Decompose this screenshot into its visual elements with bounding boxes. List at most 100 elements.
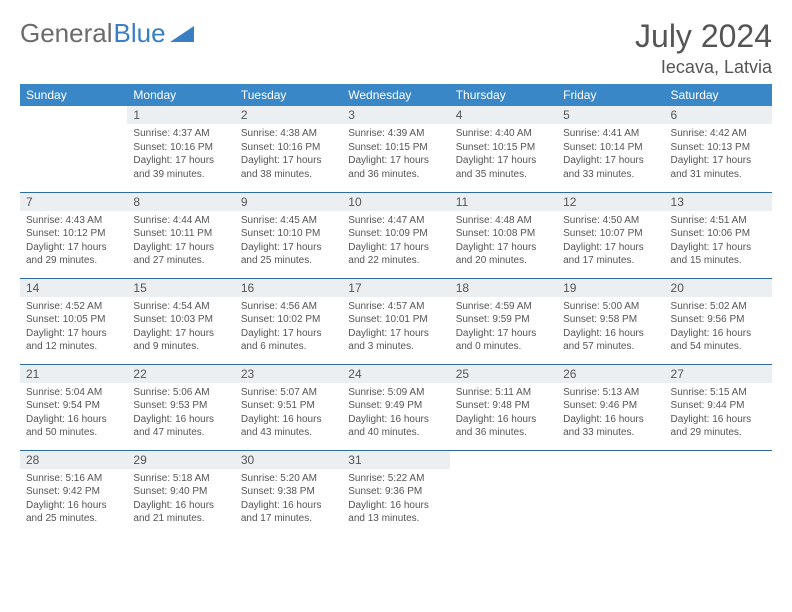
sunset-line: Sunset: 9:46 PM bbox=[563, 399, 658, 413]
day-cell: 29Sunrise: 5:18 AMSunset: 9:40 PMDayligh… bbox=[127, 450, 234, 536]
day-details: Sunrise: 4:40 AMSunset: 10:15 PMDaylight… bbox=[450, 124, 557, 183]
sunset-line: Sunset: 10:05 PM bbox=[26, 313, 121, 327]
daylight-line: Daylight: 16 hours and 29 minutes. bbox=[671, 413, 766, 440]
day-cell: 26Sunrise: 5:13 AMSunset: 9:46 PMDayligh… bbox=[557, 364, 664, 450]
day-number: 18 bbox=[450, 279, 557, 297]
day-details: Sunrise: 5:20 AMSunset: 9:38 PMDaylight:… bbox=[235, 469, 342, 528]
day-details: Sunrise: 4:56 AMSunset: 10:02 PMDaylight… bbox=[235, 297, 342, 356]
day-number: 30 bbox=[235, 451, 342, 469]
weekday-header: Friday bbox=[557, 84, 664, 106]
day-cell: 16Sunrise: 4:56 AMSunset: 10:02 PMDaylig… bbox=[235, 278, 342, 364]
sunset-line: Sunset: 9:42 PM bbox=[26, 485, 121, 499]
day-details: Sunrise: 5:00 AMSunset: 9:58 PMDaylight:… bbox=[557, 297, 664, 356]
day-cell: 9Sunrise: 4:45 AMSunset: 10:10 PMDayligh… bbox=[235, 192, 342, 278]
calendar-table: SundayMondayTuesdayWednesdayThursdayFrid… bbox=[20, 84, 772, 536]
day-cell: 13Sunrise: 4:51 AMSunset: 10:06 PMDaylig… bbox=[665, 192, 772, 278]
day-number: 19 bbox=[557, 279, 664, 297]
day-cell: 10Sunrise: 4:47 AMSunset: 10:09 PMDaylig… bbox=[342, 192, 449, 278]
sunrise-line: Sunrise: 4:43 AM bbox=[26, 214, 121, 228]
day-cell: 1Sunrise: 4:37 AMSunset: 10:16 PMDayligh… bbox=[127, 106, 234, 192]
sunset-line: Sunset: 10:03 PM bbox=[133, 313, 228, 327]
day-number: 5 bbox=[557, 106, 664, 124]
day-cell: 21Sunrise: 5:04 AMSunset: 9:54 PMDayligh… bbox=[20, 364, 127, 450]
day-number: 26 bbox=[557, 365, 664, 383]
sunset-line: Sunset: 10:13 PM bbox=[671, 141, 766, 155]
daylight-line: Daylight: 17 hours and 6 minutes. bbox=[241, 327, 336, 354]
daylight-line: Daylight: 17 hours and 20 minutes. bbox=[456, 241, 551, 268]
day-details: Sunrise: 4:43 AMSunset: 10:12 PMDaylight… bbox=[20, 211, 127, 270]
daylight-line: Daylight: 17 hours and 22 minutes. bbox=[348, 241, 443, 268]
sunset-line: Sunset: 9:58 PM bbox=[563, 313, 658, 327]
calendar-row: 1Sunrise: 4:37 AMSunset: 10:16 PMDayligh… bbox=[20, 106, 772, 192]
day-number: 31 bbox=[342, 451, 449, 469]
sunrise-line: Sunrise: 4:41 AM bbox=[563, 127, 658, 141]
day-number: 24 bbox=[342, 365, 449, 383]
day-cell: 7Sunrise: 4:43 AMSunset: 10:12 PMDayligh… bbox=[20, 192, 127, 278]
empty-cell bbox=[665, 450, 772, 536]
sunrise-line: Sunrise: 4:45 AM bbox=[241, 214, 336, 228]
day-details: Sunrise: 4:44 AMSunset: 10:11 PMDaylight… bbox=[127, 211, 234, 270]
day-number: 7 bbox=[20, 193, 127, 211]
day-cell: 4Sunrise: 4:40 AMSunset: 10:15 PMDayligh… bbox=[450, 106, 557, 192]
sunset-line: Sunset: 9:49 PM bbox=[348, 399, 443, 413]
sunrise-line: Sunrise: 4:47 AM bbox=[348, 214, 443, 228]
day-cell: 5Sunrise: 4:41 AMSunset: 10:14 PMDayligh… bbox=[557, 106, 664, 192]
daylight-line: Daylight: 16 hours and 47 minutes. bbox=[133, 413, 228, 440]
sunrise-line: Sunrise: 4:56 AM bbox=[241, 300, 336, 314]
day-number: 27 bbox=[665, 365, 772, 383]
day-number: 29 bbox=[127, 451, 234, 469]
day-cell: 23Sunrise: 5:07 AMSunset: 9:51 PMDayligh… bbox=[235, 364, 342, 450]
day-number: 10 bbox=[342, 193, 449, 211]
sunrise-line: Sunrise: 5:09 AM bbox=[348, 386, 443, 400]
day-details: Sunrise: 4:54 AMSunset: 10:03 PMDaylight… bbox=[127, 297, 234, 356]
day-details: Sunrise: 5:16 AMSunset: 9:42 PMDaylight:… bbox=[20, 469, 127, 528]
daylight-line: Daylight: 16 hours and 33 minutes. bbox=[563, 413, 658, 440]
logo-triangle-icon bbox=[170, 24, 196, 44]
sunrise-line: Sunrise: 4:38 AM bbox=[241, 127, 336, 141]
day-cell: 22Sunrise: 5:06 AMSunset: 9:53 PMDayligh… bbox=[127, 364, 234, 450]
sunset-line: Sunset: 10:16 PM bbox=[133, 141, 228, 155]
sunrise-line: Sunrise: 5:16 AM bbox=[26, 472, 121, 486]
day-details: Sunrise: 4:57 AMSunset: 10:01 PMDaylight… bbox=[342, 297, 449, 356]
day-number: 9 bbox=[235, 193, 342, 211]
day-number: 3 bbox=[342, 106, 449, 124]
sunset-line: Sunset: 10:11 PM bbox=[133, 227, 228, 241]
day-cell: 30Sunrise: 5:20 AMSunset: 9:38 PMDayligh… bbox=[235, 450, 342, 536]
sunrise-line: Sunrise: 5:02 AM bbox=[671, 300, 766, 314]
day-number: 12 bbox=[557, 193, 664, 211]
sunset-line: Sunset: 10:02 PM bbox=[241, 313, 336, 327]
day-details: Sunrise: 5:15 AMSunset: 9:44 PMDaylight:… bbox=[665, 383, 772, 442]
day-cell: 17Sunrise: 4:57 AMSunset: 10:01 PMDaylig… bbox=[342, 278, 449, 364]
day-details: Sunrise: 4:42 AMSunset: 10:13 PMDaylight… bbox=[665, 124, 772, 183]
sunset-line: Sunset: 10:07 PM bbox=[563, 227, 658, 241]
sunset-line: Sunset: 10:01 PM bbox=[348, 313, 443, 327]
sunset-line: Sunset: 10:09 PM bbox=[348, 227, 443, 241]
day-details: Sunrise: 4:45 AMSunset: 10:10 PMDaylight… bbox=[235, 211, 342, 270]
sunrise-line: Sunrise: 4:42 AM bbox=[671, 127, 766, 141]
daylight-line: Daylight: 17 hours and 38 minutes. bbox=[241, 154, 336, 181]
daylight-line: Daylight: 17 hours and 33 minutes. bbox=[563, 154, 658, 181]
sunrise-line: Sunrise: 5:15 AM bbox=[671, 386, 766, 400]
daylight-line: Daylight: 17 hours and 0 minutes. bbox=[456, 327, 551, 354]
daylight-line: Daylight: 16 hours and 57 minutes. bbox=[563, 327, 658, 354]
day-details: Sunrise: 5:07 AMSunset: 9:51 PMDaylight:… bbox=[235, 383, 342, 442]
sunset-line: Sunset: 9:48 PM bbox=[456, 399, 551, 413]
empty-cell bbox=[557, 450, 664, 536]
sunrise-line: Sunrise: 5:18 AM bbox=[133, 472, 228, 486]
day-number: 6 bbox=[665, 106, 772, 124]
daylight-line: Daylight: 17 hours and 31 minutes. bbox=[671, 154, 766, 181]
sunset-line: Sunset: 10:08 PM bbox=[456, 227, 551, 241]
day-details: Sunrise: 5:09 AMSunset: 9:49 PMDaylight:… bbox=[342, 383, 449, 442]
sunset-line: Sunset: 10:15 PM bbox=[456, 141, 551, 155]
daylight-line: Daylight: 16 hours and 40 minutes. bbox=[348, 413, 443, 440]
day-number: 2 bbox=[235, 106, 342, 124]
weekday-header: Saturday bbox=[665, 84, 772, 106]
daylight-line: Daylight: 17 hours and 36 minutes. bbox=[348, 154, 443, 181]
sunrise-line: Sunrise: 4:57 AM bbox=[348, 300, 443, 314]
day-details: Sunrise: 4:47 AMSunset: 10:09 PMDaylight… bbox=[342, 211, 449, 270]
empty-cell bbox=[20, 106, 127, 192]
daylight-line: Daylight: 16 hours and 17 minutes. bbox=[241, 499, 336, 526]
day-number: 15 bbox=[127, 279, 234, 297]
daylight-line: Daylight: 16 hours and 36 minutes. bbox=[456, 413, 551, 440]
sunrise-line: Sunrise: 4:40 AM bbox=[456, 127, 551, 141]
